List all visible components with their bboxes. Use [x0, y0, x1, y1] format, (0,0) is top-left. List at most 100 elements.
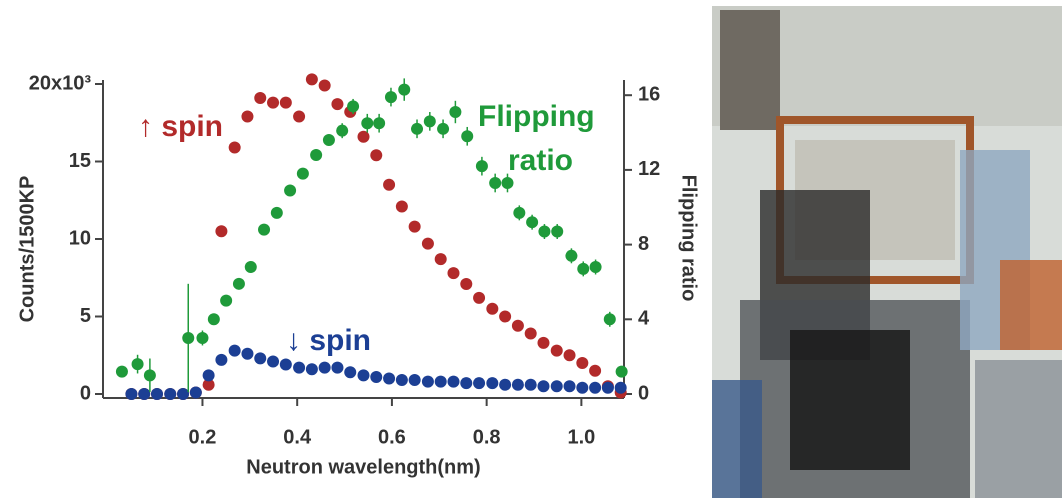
x-tick-label: 0.4: [283, 426, 312, 448]
data-point: [220, 294, 233, 307]
data-point: [395, 374, 408, 387]
data-point: [511, 378, 524, 391]
y2-tick-label: 4: [638, 308, 650, 330]
data-point: [344, 366, 357, 379]
data-point: [202, 369, 215, 382]
data-point: [499, 378, 512, 391]
data-point: [383, 178, 396, 191]
data-point: [207, 313, 220, 326]
data-point: [589, 381, 602, 394]
data-point: [589, 261, 602, 274]
y2-tick-label: 0: [638, 382, 649, 404]
data-point: [526, 216, 539, 229]
data-point: [267, 355, 280, 368]
data-point: [305, 363, 318, 376]
data-point: [115, 365, 128, 378]
data-point: [421, 237, 434, 250]
data-point: [576, 381, 589, 394]
data-point: [565, 249, 578, 262]
data-point: [164, 388, 177, 400]
data-point: [473, 291, 486, 304]
data-point: [475, 160, 488, 173]
data-point: [408, 374, 421, 387]
data-point: [524, 378, 537, 391]
data-point: [232, 277, 245, 290]
data-point: [357, 369, 370, 382]
data-point: [254, 91, 267, 104]
data-point: [499, 310, 512, 323]
y-tick-label: 5: [80, 305, 91, 327]
data-point: [258, 223, 271, 236]
data-point: [513, 206, 526, 219]
data-point: [361, 117, 374, 130]
data-point: [215, 225, 228, 238]
y2-tick-label: 12: [638, 158, 660, 180]
y-tick-label: 15: [69, 150, 91, 172]
x-tick-label: 0.8: [473, 426, 501, 448]
data-point: [279, 358, 292, 371]
data-point: [241, 347, 254, 360]
data-point: [241, 110, 254, 123]
data-point: [550, 344, 563, 357]
data-point: [293, 110, 306, 123]
data-point: [550, 380, 563, 393]
data-point: [370, 149, 383, 162]
data-point: [395, 200, 408, 213]
data-point: [473, 377, 486, 390]
data-point: [202, 378, 215, 391]
data-point: [398, 83, 411, 96]
data-point: [196, 331, 209, 344]
data-point: [563, 349, 576, 362]
x-tick-label: 0.2: [189, 426, 217, 448]
data-point: [284, 184, 297, 197]
y2-axis-label: Flipping ratio: [678, 175, 700, 302]
data-point: [501, 176, 514, 189]
data-point: [293, 361, 306, 374]
data-point: [138, 388, 151, 400]
data-point: [182, 331, 195, 344]
data-point: [486, 302, 499, 315]
data-point: [228, 141, 241, 154]
y2-tick-label: 16: [638, 83, 660, 105]
data-point: [449, 106, 462, 119]
x-axis-label: Neutron wavelength(nm): [246, 456, 480, 478]
data-point: [228, 344, 241, 357]
data-point: [244, 261, 257, 274]
data-point: [150, 388, 163, 400]
data-point: [305, 73, 318, 86]
data-point: [270, 206, 283, 219]
data-point: [384, 91, 397, 104]
data-point: [460, 377, 473, 390]
data-point: [336, 124, 349, 137]
y-axis-label: Counts/1500KP: [16, 176, 38, 323]
data-point: [189, 386, 202, 399]
x-tick-label: 0.6: [378, 426, 406, 448]
data-point: [589, 364, 602, 377]
x-tick-label: 1.0: [567, 426, 595, 448]
data-point: [615, 365, 628, 378]
data-point: [423, 115, 436, 128]
data-point: [370, 370, 383, 383]
annotation: ↓ spin: [286, 324, 371, 357]
data-point: [461, 130, 474, 143]
data-point: [551, 225, 564, 238]
data-point: [489, 176, 502, 189]
annotation: Flipping: [478, 100, 595, 133]
data-point: [143, 369, 156, 382]
data-point: [318, 361, 331, 374]
photo: [712, 6, 1062, 498]
y-tick-label: 0: [80, 382, 91, 404]
data-point: [357, 130, 370, 143]
data-point: [331, 98, 344, 111]
data-point: [421, 375, 434, 388]
data-point: [614, 381, 627, 394]
data-point: [511, 319, 524, 332]
data-point: [577, 262, 590, 275]
data-point: [447, 375, 460, 388]
data-point: [411, 122, 424, 135]
annotation: ↑ spin: [138, 110, 223, 143]
data-point: [318, 79, 331, 92]
data-point: [576, 357, 589, 369]
y2-tick-label: 8: [638, 233, 649, 255]
